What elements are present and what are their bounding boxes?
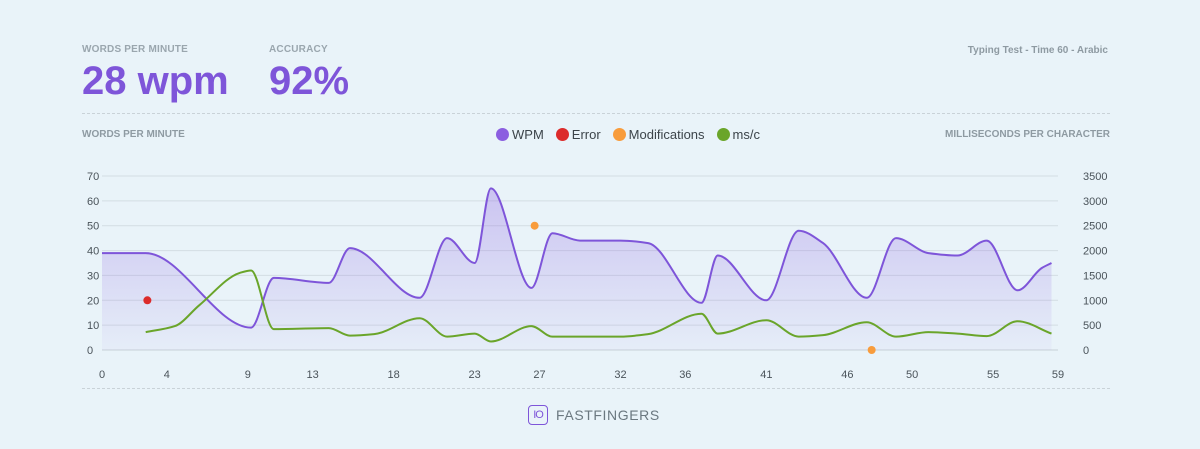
wpm-stat-label: WORDS PER MINUTE	[82, 44, 188, 55]
y-right-tick-label: 0	[1083, 345, 1089, 357]
y-right-tick-label: 3500	[1083, 171, 1107, 183]
y-right-tick-label: 3000	[1083, 196, 1107, 208]
legend-swatch-msc	[716, 128, 730, 141]
axis-labels: 0102030405060700500100015002000250030003…	[87, 171, 1107, 381]
x-tick-label: 36	[679, 369, 691, 381]
y-left-tick-label: 70	[87, 171, 99, 183]
test-info: Typing Test - Time 60 - Arabic	[967, 45, 1108, 56]
fastfingers-logo-icon: IO	[528, 405, 548, 425]
brand-logo[interactable]: IO FASTFINGERS	[528, 405, 660, 425]
x-tick-label: 32	[614, 369, 626, 381]
x-tick-label: 0	[99, 369, 105, 381]
accuracy-stat-label: ACCURACY	[269, 44, 328, 55]
x-tick-label: 9	[245, 369, 251, 381]
point-markers	[143, 221, 876, 354]
x-tick-label: 46	[841, 369, 853, 381]
right-axis-title: MILLISECONDS PER CHARACTER	[944, 129, 1110, 140]
x-tick-label: 55	[987, 369, 999, 381]
y-right-tick-label: 1000	[1083, 295, 1107, 307]
y-right-tick-label: 500	[1083, 320, 1101, 332]
point-modifications[interactable]	[867, 346, 876, 354]
accuracy-stat: ACCURACY 92%	[269, 44, 349, 103]
brand-name: FASTFINGERS	[556, 407, 660, 423]
x-tick-label: 18	[388, 369, 400, 381]
legend-item-error[interactable]: Error	[555, 127, 601, 142]
y-left-tick-label: 20	[87, 295, 99, 307]
legend-item-msc[interactable]: ms/c	[716, 127, 760, 142]
y-right-tick-label: 2000	[1083, 246, 1107, 258]
x-tick-label: 23	[469, 369, 481, 381]
x-tick-label: 13	[307, 369, 319, 381]
series-line-ms-c	[145, 269, 1052, 343]
x-tick-label: 41	[760, 369, 772, 381]
wpm-stat: WORDS PER MINUTE 28 wpm	[82, 44, 229, 103]
x-tick-label: 27	[533, 369, 545, 381]
wpm-stat-value: 28 wpm	[82, 59, 229, 103]
legend-swatch-wpm	[496, 128, 509, 141]
legend-swatch-error	[555, 128, 569, 141]
series-line-wpm	[102, 187, 1052, 329]
y-left-tick-label: 40	[87, 246, 99, 258]
series-layer	[102, 187, 1052, 350]
legend-swatch-modifications	[612, 128, 626, 141]
x-tick-label: 59	[1052, 369, 1064, 381]
accuracy-stat-value: 92%	[269, 59, 350, 103]
y-left-tick-label: 10	[87, 320, 99, 332]
legend-item-modifications[interactable]: Modifications	[612, 127, 705, 142]
point-error[interactable]	[143, 296, 152, 305]
legend-label-msc: ms/c	[732, 127, 760, 142]
y-right-tick-label: 2500	[1083, 221, 1107, 233]
y-right-tick-label: 1500	[1083, 270, 1107, 282]
legend-label-wpm: WPM	[512, 127, 544, 142]
top-divider	[82, 113, 1110, 114]
legend-label-modifications: Modifications	[628, 127, 705, 142]
left-axis-title: WORDS PER MINUTE	[82, 129, 185, 140]
series-area-wpm	[102, 188, 1052, 350]
y-left-tick-label: 30	[87, 270, 99, 282]
legend-label-error: Error	[571, 127, 601, 142]
point-modifications[interactable]	[530, 221, 539, 230]
y-left-tick-label: 50	[87, 221, 99, 233]
y-left-tick-label: 0	[87, 345, 93, 357]
x-tick-label: 50	[906, 369, 918, 381]
y-left-tick-label: 60	[87, 196, 99, 208]
bottom-divider	[82, 388, 1110, 389]
legend-item-wpm[interactable]: WPM	[496, 127, 544, 142]
chart-legend: WPM Error Modifications ms/c	[496, 127, 760, 142]
x-tick-label: 4	[164, 369, 170, 381]
